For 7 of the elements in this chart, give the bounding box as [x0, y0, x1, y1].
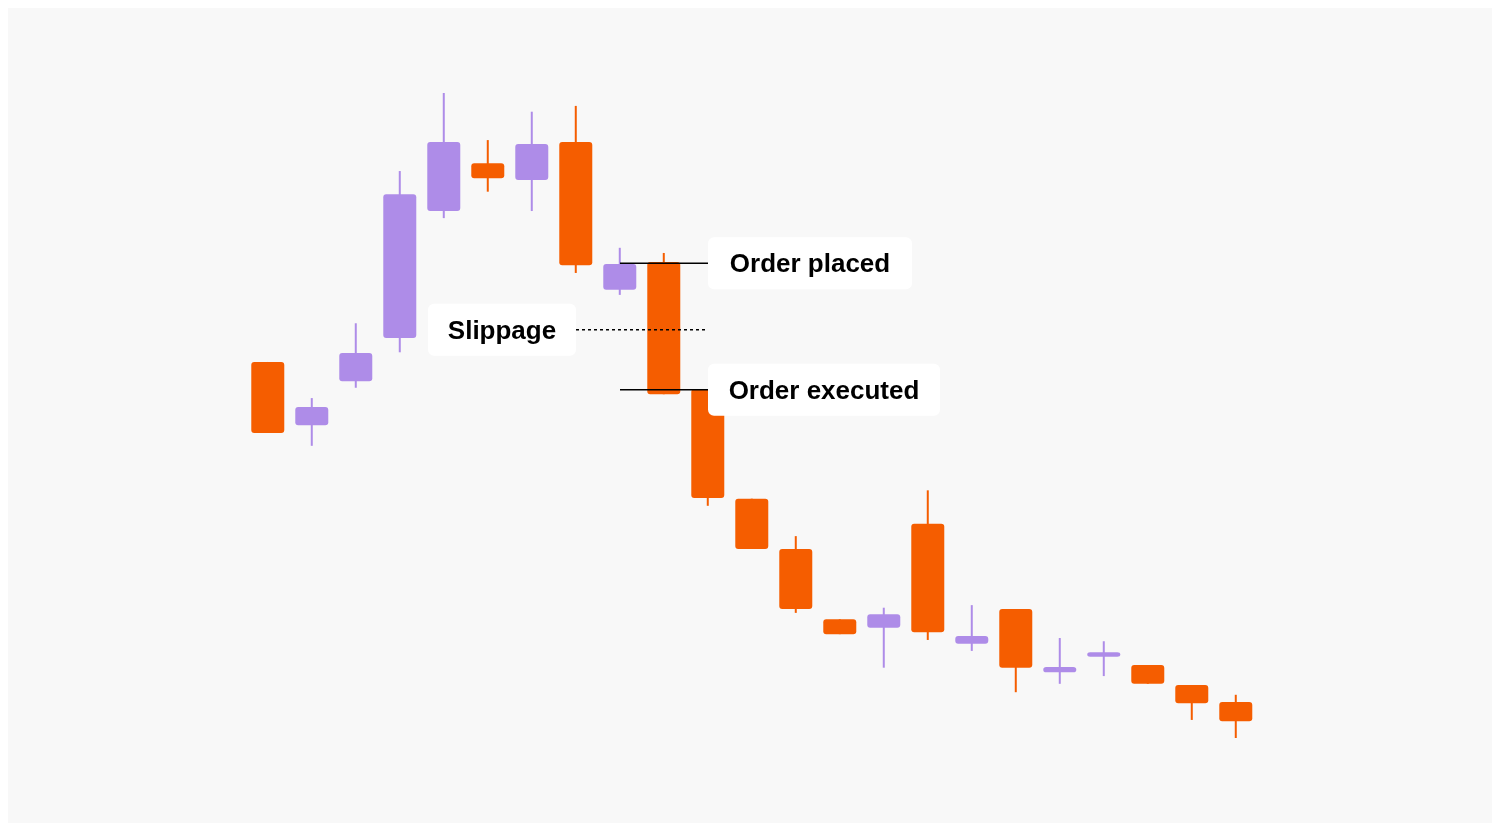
candlestick — [1043, 637, 1077, 685]
ref-line-label: Order placed — [729, 248, 891, 279]
ref-line-label: Order executed — [728, 374, 920, 405]
candlestick — [1087, 640, 1121, 678]
candlestick — [867, 606, 901, 669]
candlestick — [955, 604, 989, 652]
ref-line-label: Slippage — [447, 314, 557, 345]
